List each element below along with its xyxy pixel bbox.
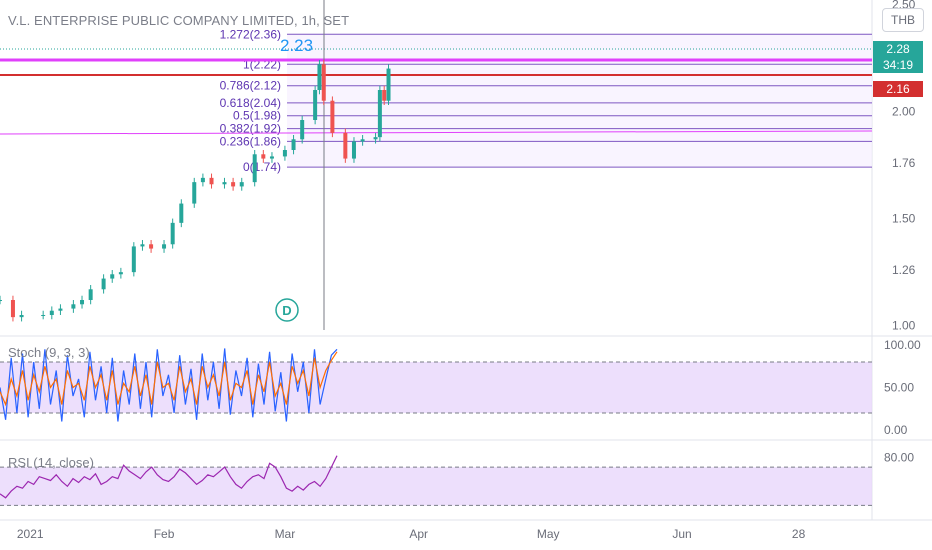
candle-body — [373, 137, 378, 140]
candle-body — [80, 300, 85, 305]
candle-body — [377, 90, 382, 138]
candle-body — [179, 203, 184, 223]
chart-title: V.L. ENTERPRISE PUBLIC COMPANY LIMITED, … — [8, 13, 350, 28]
candle-body — [317, 64, 322, 90]
candle-body — [131, 246, 136, 273]
currency-selector[interactable]: THB — [882, 8, 924, 32]
candle-body — [382, 90, 387, 101]
fib-label: 0(1.74) — [243, 160, 281, 174]
fib-label: 0.236(1.86) — [220, 134, 281, 148]
rsi-series-line — [0, 455, 338, 499]
candle-body — [282, 150, 287, 157]
candle-body — [10, 300, 15, 318]
fib-label: 0.618(2.04) — [220, 96, 281, 110]
x-tick-label: Jun — [672, 527, 691, 541]
candle-body — [170, 222, 175, 245]
stoch-series-line — [0, 351, 338, 407]
candle-body — [209, 177, 214, 185]
event-marker — [275, 298, 299, 322]
stoch-tick-label: 50.00 — [884, 381, 914, 395]
fib-fill — [287, 34, 872, 168]
rsi-label: RSI (14, close) — [8, 455, 94, 470]
candle-body — [351, 141, 356, 159]
candle-body — [162, 244, 167, 249]
x-tick-label: Feb — [154, 527, 175, 541]
candle-body — [110, 274, 115, 279]
candle-body — [386, 68, 391, 101]
stoch-tick-label: 100.00 — [884, 338, 921, 352]
candle-body — [41, 315, 46, 316]
candle-body — [222, 182, 227, 185]
rsi-band — [0, 467, 872, 506]
candle-body — [192, 182, 197, 204]
candle-body — [88, 289, 93, 300]
trend-line — [0, 130, 873, 135]
candle-body — [49, 310, 54, 315]
countdown-badge: 34:19 — [873, 57, 923, 73]
candle-body — [149, 244, 154, 249]
peak-label: 2.23 — [280, 36, 313, 55]
stoch-tick-label: 0.00 — [884, 423, 908, 437]
stoch-label: Stoch (9, 3, 3) — [8, 345, 90, 360]
x-tick-label: Apr — [409, 527, 428, 541]
fib-label: 0.786(2.12) — [220, 79, 281, 93]
event-marker-label: D — [282, 303, 291, 318]
candle-body — [343, 132, 348, 159]
y-tick-label: 1.50 — [892, 212, 916, 226]
x-tick-label: Mar — [275, 527, 296, 541]
candle-body — [252, 154, 257, 183]
candle-body — [58, 308, 63, 311]
candle-body — [360, 139, 365, 142]
y-tick-label: 2.00 — [892, 104, 916, 118]
stoch-series-line — [0, 348, 338, 422]
candle-body — [291, 139, 296, 150]
candle-body — [313, 90, 318, 120]
candle-body — [101, 278, 106, 290]
candle-body — [200, 177, 205, 183]
x-tick-label: 28 — [792, 527, 806, 541]
y-tick-label: 2.50 — [892, 0, 916, 11]
y-tick-label: 1.76 — [892, 156, 916, 170]
candle-body — [0, 300, 2, 301]
y-tick-label: 1.00 — [892, 319, 916, 333]
candle-body — [261, 154, 266, 159]
candle-body — [269, 156, 274, 159]
x-tick-label: May — [537, 527, 560, 541]
x-tick-label: 2021 — [17, 527, 44, 541]
fib-label: 0.5(1.98) — [233, 109, 281, 123]
candle-body — [321, 64, 326, 101]
candle-body — [300, 120, 305, 140]
y-tick-label: 1.26 — [892, 263, 916, 277]
fib-label: 1.272(2.36) — [220, 27, 281, 41]
candle-body — [140, 244, 145, 247]
candle-body — [330, 100, 335, 133]
fib-label: 0.382(1.92) — [220, 122, 281, 136]
candle-body — [239, 182, 244, 187]
candle-body — [118, 272, 123, 275]
second-price-badge: 2.16 — [873, 81, 923, 97]
candle-body — [19, 315, 24, 318]
candle-body — [231, 182, 236, 187]
candle-body — [71, 304, 76, 309]
last-price-badge: 2.28 — [873, 41, 923, 57]
rsi-tick-label: 80.00 — [884, 451, 914, 465]
